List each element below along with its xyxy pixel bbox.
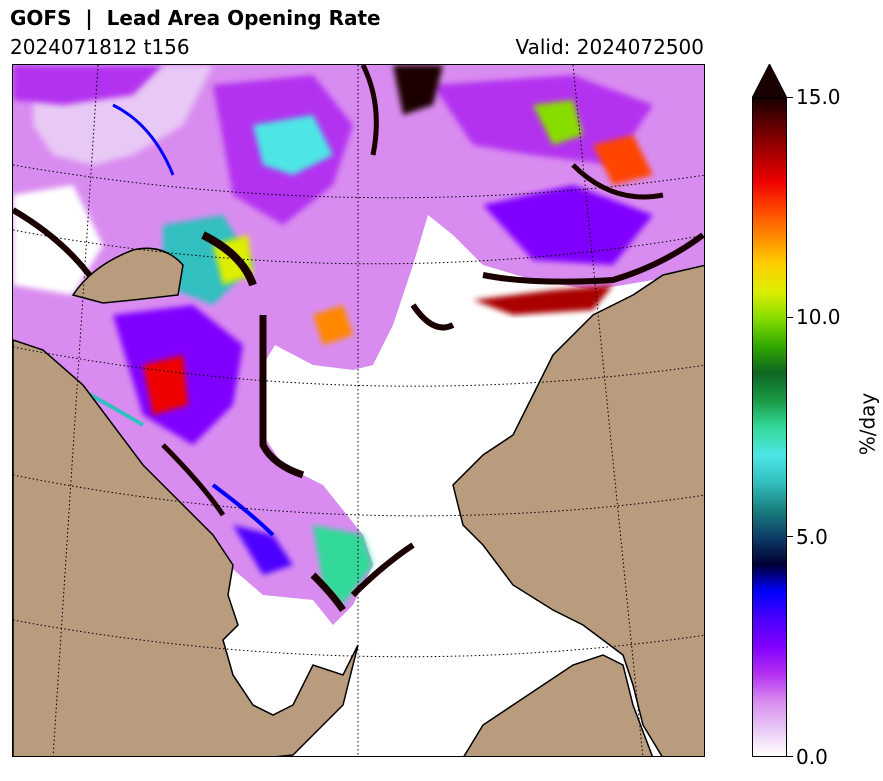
colorbar-tick-label: 5.0 <box>796 525 828 549</box>
colorbar-unit-label: %/day <box>855 392 880 456</box>
colorbar-tick-label: 10.0 <box>796 305 841 329</box>
run-label: 2024071812 t156 <box>10 35 190 59</box>
land-masses <box>13 247 704 756</box>
colorbar-tick-label: 0.0 <box>796 745 828 769</box>
map-title: GOFS | Lead Area Opening Rate <box>10 6 381 30</box>
colorbar-extend-arrow <box>752 64 787 98</box>
colorbar-tick <box>787 536 793 537</box>
valid-time-label: Valid: 2024072500 <box>515 35 704 59</box>
colorbar-tick-label: 15.0 <box>796 85 841 109</box>
colorbar-tick <box>787 97 793 98</box>
map-panel <box>12 64 705 757</box>
graticule <box>13 65 704 756</box>
colorbar-tick <box>787 317 793 318</box>
colorbar <box>752 98 787 757</box>
colorbar-tick <box>787 756 793 757</box>
